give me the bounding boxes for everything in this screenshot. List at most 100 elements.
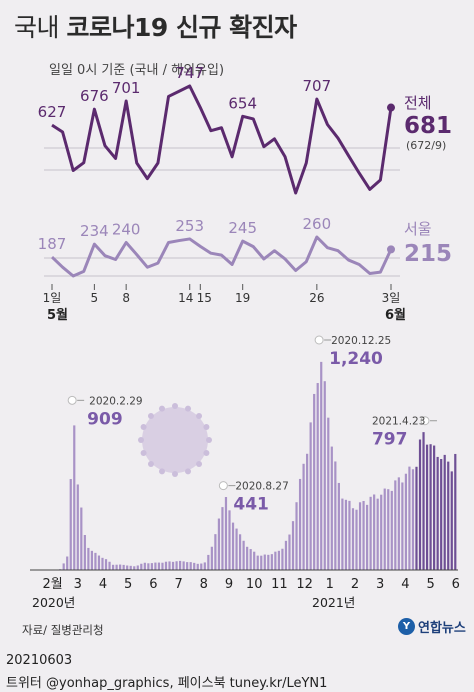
x-tick-label: 8 [200, 577, 208, 592]
bar [365, 504, 369, 570]
bar [443, 454, 446, 570]
bar [284, 540, 288, 570]
bar [73, 425, 76, 570]
legend-seoul-name: 서울 [404, 220, 432, 238]
bar [373, 494, 376, 570]
data-label-seoul: 234 [80, 222, 109, 240]
x-tick-label: 5 [91, 291, 99, 305]
bar [193, 562, 196, 570]
bar [119, 564, 122, 570]
year-label-2021: 2021년 [312, 595, 355, 610]
bar [242, 540, 245, 570]
data-label-seoul: 245 [228, 219, 257, 237]
bar [235, 528, 238, 570]
bar [175, 561, 178, 570]
bar [281, 548, 284, 570]
x-tick-label: 12 [296, 577, 313, 592]
title-main: 코로나19 신규 확진자 [66, 13, 297, 42]
bar [228, 510, 231, 570]
bar [189, 562, 192, 570]
annotation-marker [218, 481, 228, 491]
virus-spike [172, 403, 178, 409]
bar [380, 494, 383, 570]
x-tick-label: 3 [74, 577, 82, 592]
bar [429, 444, 432, 570]
bar [436, 456, 439, 570]
data-label-seoul: 253 [175, 217, 204, 235]
source-note: 자료/ 질병관리청 [22, 623, 104, 637]
bar [133, 566, 136, 570]
data-label-national: 747 [175, 64, 204, 82]
bar [344, 499, 348, 570]
bar [295, 502, 298, 570]
bar [143, 562, 146, 570]
virus-spike [206, 437, 212, 443]
annotation-date: 2021.4.23 [372, 416, 425, 428]
bar [66, 556, 69, 570]
bar [274, 551, 277, 570]
footer-date: 20210603 [6, 653, 73, 668]
bar [150, 563, 153, 570]
x-tick-label: 15 [197, 291, 212, 305]
bar [87, 547, 90, 570]
virus-spike [140, 450, 147, 457]
annotation-date: 2020.2.29 [89, 395, 142, 407]
bar [256, 555, 259, 570]
bar [122, 564, 125, 570]
x-tick-label: 1일 [43, 291, 62, 305]
bar [196, 563, 199, 570]
legend-national-value: 681 [404, 113, 452, 139]
bar [376, 498, 379, 570]
bar [394, 480, 397, 570]
point-seoul-last [387, 245, 395, 254]
bar [401, 482, 404, 570]
x-tick-label: 2월 [42, 577, 62, 592]
data-label-seoul: 187 [38, 235, 67, 253]
bar [316, 383, 319, 570]
bar [83, 534, 86, 570]
bar [309, 422, 312, 570]
bar [186, 562, 189, 570]
bar [351, 508, 355, 570]
bar [90, 550, 94, 570]
bar [140, 563, 143, 570]
bar [337, 482, 340, 570]
bar [267, 554, 270, 570]
bar [425, 444, 429, 570]
bar [203, 562, 206, 570]
annotation-marker [67, 395, 77, 405]
virus-spike [158, 405, 165, 412]
x-tick-label: 10 [246, 577, 263, 592]
virus-spike [196, 412, 203, 419]
x-tick-label: 14 [178, 291, 193, 305]
bar [231, 522, 235, 570]
bar [97, 555, 101, 570]
x-tick-label: 2 [351, 577, 359, 592]
x-tick-label: 11 [271, 577, 288, 592]
bar [129, 565, 132, 570]
x-tick-label: 3 [376, 577, 384, 592]
data-label-national: 654 [228, 94, 257, 112]
yonhap-logo: Y 연합뉴스 [398, 617, 466, 636]
bar [433, 445, 436, 570]
virus-spike [158, 468, 165, 475]
bar [355, 509, 358, 570]
bar [288, 534, 291, 570]
bar [327, 417, 330, 570]
bar [246, 546, 249, 570]
bar [277, 550, 280, 570]
bar [168, 561, 171, 570]
virus-illustration [142, 407, 208, 473]
bar [62, 563, 65, 570]
bar [404, 473, 407, 570]
x-tick-label: 5 [124, 577, 132, 592]
bar [320, 361, 323, 570]
bar [136, 565, 139, 570]
bar [147, 563, 150, 570]
bar [270, 554, 273, 570]
annotation-marker [314, 335, 324, 345]
bar [348, 500, 351, 570]
bar [387, 489, 390, 570]
data-label-national: 676 [80, 87, 109, 105]
data-label-national: 707 [303, 77, 332, 95]
